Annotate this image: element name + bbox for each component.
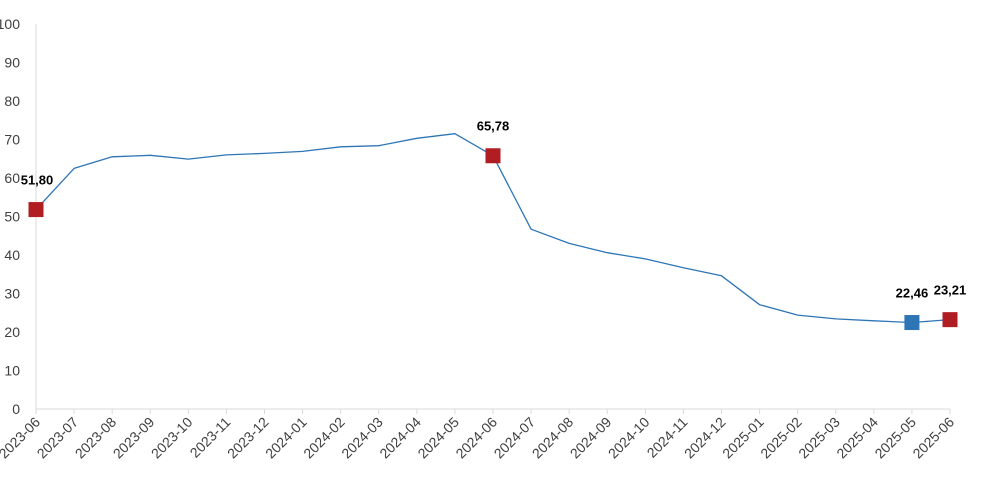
y-tick-label: 30 [4,286,20,302]
y-tick-label: 0 [12,401,20,417]
y-tick-label: 50 [4,209,20,225]
x-tick-label: 2025-05 [871,414,919,462]
y-tick-label: 90 [4,55,20,71]
x-tick-label: 2024-12 [681,414,729,462]
highlight-marker [942,312,958,328]
x-tick-label: 2024-10 [605,414,653,462]
x-tick-label: 2024-02 [300,414,348,462]
x-tick-label: 2024-09 [567,414,615,462]
x-tick-label: 2025-02 [757,414,805,462]
x-tick-label: 2024-08 [529,414,577,462]
x-tick-label: 2025-04 [833,414,881,462]
data-label: 22,46 [896,286,929,301]
y-tick-label: 100 [0,16,20,32]
x-tick-label: 2024-06 [452,414,500,462]
x-tick-label: 2024-04 [376,414,424,462]
x-tick-label: 2023-08 [72,414,120,462]
data-label: 51,80 [21,173,54,188]
x-tick-label: 2023-12 [224,414,272,462]
y-tick-label: 60 [4,170,20,186]
highlight-marker [904,315,920,331]
y-tick-label: 10 [4,363,20,379]
x-tick-label: 2025-03 [795,414,843,462]
marker-group [28,148,958,331]
x-axis: 2023-062023-072023-082023-092023-102023-… [0,408,957,462]
x-tick-label: 2023-10 [148,414,196,462]
x-tick-label: 2025-06 [909,414,957,462]
data-label: 65,78 [477,119,510,134]
x-tick-label: 2024-07 [491,414,539,462]
x-tick-label: 2023-07 [34,414,82,462]
x-tick-label: 2023-09 [110,414,158,462]
y-tick-label: 70 [4,132,20,148]
x-tick-label: 2025-01 [719,414,767,462]
y-tick-label: 80 [4,93,20,109]
data-label-group: 51,80 65,78 22,46 23,21 [21,119,967,301]
y-tick-label: 20 [4,324,20,340]
y-axis: 0 10 20 30 40 50 60 70 80 90 100 [0,16,37,417]
data-label: 23,21 [934,283,967,298]
x-tick-label: 2024-01 [262,414,310,462]
x-tick-label: 2024-05 [414,414,462,462]
highlight-marker [28,202,44,218]
x-tick-label: 2024-03 [338,414,386,462]
y-tick-label: 40 [4,247,20,263]
highlight-marker [485,148,501,164]
